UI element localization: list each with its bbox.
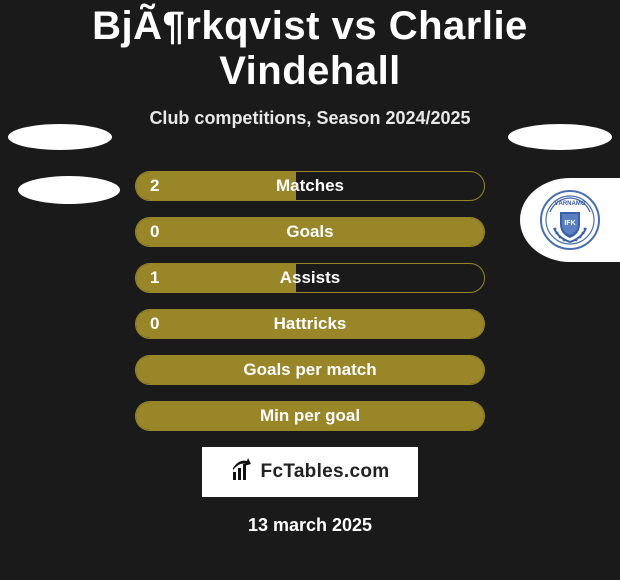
stat-row-matches: 2 Matches — [135, 171, 485, 201]
stat-row-goals-per-match: Goals per match — [135, 355, 485, 385]
stats-column: 2 Matches 0 Goals 1 Assists 0 Hattricks — [135, 171, 485, 431]
stat-label: Goals per match — [136, 360, 484, 380]
infographic-date: 13 march 2025 — [0, 515, 620, 536]
stat-label: Goals — [136, 222, 484, 242]
comparison-infographic: BjÃ¶rkqvist vs Charlie Vindehall Club co… — [0, 0, 620, 580]
stats-area: 2 Matches 0 Goals 1 Assists 0 Hattricks — [0, 171, 620, 431]
fctables-banner: FcTables.com — [202, 447, 418, 497]
stat-row-goals: 0 Goals — [135, 217, 485, 247]
page-title: BjÃ¶rkqvist vs Charlie Vindehall — [0, 0, 620, 94]
player-left-avatar-1 — [8, 124, 112, 150]
stat-row-assists: 1 Assists — [135, 263, 485, 293]
stat-label: Matches — [136, 176, 484, 196]
stat-row-min-per-goal: Min per goal — [135, 401, 485, 431]
fctables-label: FcTables.com — [261, 461, 390, 483]
stat-label: Assists — [136, 268, 484, 288]
stat-label: Min per goal — [136, 406, 484, 426]
stat-row-hattricks: 0 Hattricks — [135, 309, 485, 339]
fctables-logo-icon — [231, 458, 255, 487]
stat-label: Hattricks — [136, 314, 484, 334]
player-right-avatar-1 — [508, 124, 612, 150]
